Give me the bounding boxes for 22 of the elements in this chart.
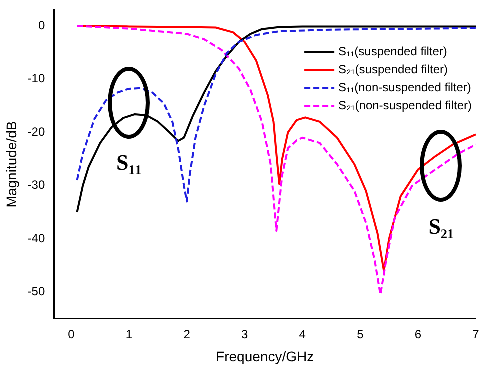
x-tick-label: 2 <box>184 327 191 342</box>
y-tick-label: 0 <box>38 18 46 32</box>
x-tick-label: 3 <box>242 327 248 342</box>
x-tick-label: 7 <box>472 327 480 342</box>
x-tick-label: 0 <box>68 327 76 342</box>
y-tick-label: -50 <box>28 284 46 299</box>
legend-label: S₂₁(non-suspended filter) <box>338 98 472 113</box>
legend-label: S₂₁(suspended filter) <box>338 62 448 77</box>
x-tick-label: 6 <box>414 327 422 342</box>
legend-label: S₁₁(suspended filter) <box>338 44 448 59</box>
x-tick-label: 1 <box>126 327 133 342</box>
x-tick-label: 4 <box>299 327 306 342</box>
y-tick-label: -10 <box>28 72 46 86</box>
y-tick-label: -40 <box>28 231 46 246</box>
y-tick-label: -20 <box>28 124 46 139</box>
y-tick-label: -30 <box>28 178 46 192</box>
x-axis-title: Frequency/GHz <box>216 348 314 364</box>
x-tick-label: 5 <box>357 327 364 342</box>
annotation: S₁₁ <box>116 150 142 176</box>
y-axis-title: Magnitude/dB <box>3 121 20 208</box>
annotation: S₂₁ <box>428 214 454 240</box>
legend-label: S₁₁(non-suspended filter) <box>338 80 472 95</box>
